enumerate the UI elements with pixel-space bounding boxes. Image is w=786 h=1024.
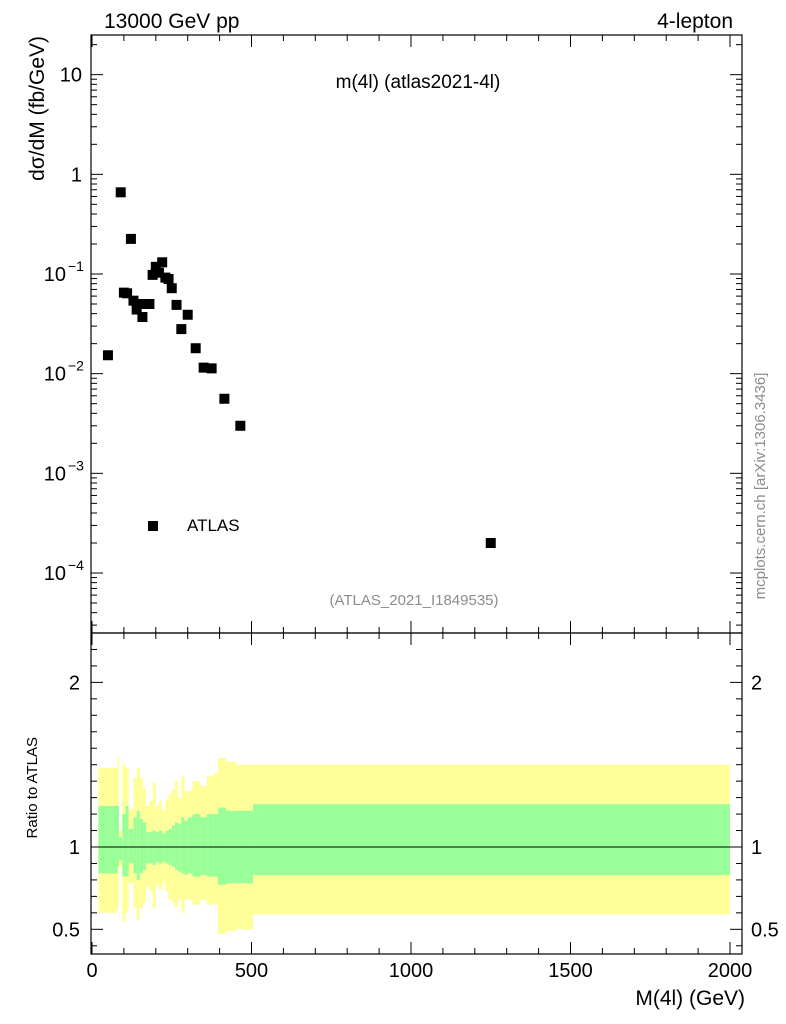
data-point-5 — [128, 295, 139, 306]
side-label: mcplots.cern.ch [arXiv:1306.3436] — [752, 373, 769, 600]
data-point-21 — [190, 343, 201, 354]
inner-band-24 — [192, 814, 201, 877]
data-point-19 — [176, 324, 187, 335]
axis-frames — [90, 34, 743, 955]
ytick-label-main: 10 — [44, 264, 66, 286]
xlabel: M(4l) (GeV) — [635, 987, 745, 1010]
inner-band-3 — [122, 814, 126, 877]
ytick-label-main: 10 — [44, 563, 66, 585]
inner-band-8 — [139, 819, 144, 874]
ytick-label-ratio-right: 0.5 — [751, 919, 779, 941]
data-point-20 — [182, 309, 193, 320]
data-point-10 — [144, 298, 155, 309]
data-point-18 — [171, 299, 182, 310]
header-left: 13000 GeV pp — [104, 10, 239, 33]
data-point-8 — [137, 312, 148, 323]
xtick-label-3: 1500 — [548, 960, 593, 982]
inner-band-22 — [184, 820, 188, 875]
inner-band-27 — [213, 814, 219, 877]
xtick-label-0: 0 — [86, 960, 97, 982]
xtick-label-2: 1000 — [389, 960, 434, 982]
axis-ticks — [91, 35, 742, 954]
xtick-label-4: 2000 — [708, 960, 753, 982]
inner-band-15 — [162, 833, 166, 862]
data-point-3 — [122, 288, 133, 299]
main-frame — [90, 34, 743, 634]
inner-band-5 — [128, 828, 134, 864]
inner-band-6 — [133, 817, 137, 874]
inner-band-18 — [171, 825, 175, 867]
data-point-22 — [198, 362, 209, 373]
inner-band-10 — [146, 832, 150, 864]
ytick-label-ratio-left: 0.5 — [52, 919, 80, 941]
data-point-4 — [125, 233, 136, 244]
inner-band-23 — [187, 817, 193, 874]
header-right: 4-lepton — [657, 10, 733, 33]
ytick-label-ratio-right: 2 — [751, 672, 762, 694]
ratio-ylabel: Ratio to ATLAS — [24, 737, 41, 838]
inner-band-26 — [206, 814, 214, 877]
data-point-24 — [219, 393, 230, 404]
data-point-14 — [157, 257, 168, 268]
main-title: m(4l) (atlas2021-4l) — [336, 72, 501, 93]
data-point-13 — [153, 267, 164, 278]
ytick-label-ratio-left: 1 — [69, 837, 80, 859]
ytick-label-main: 10 — [44, 364, 66, 386]
data-point-6 — [131, 304, 142, 315]
xtick-label-1: 500 — [235, 960, 268, 982]
data-point-25 — [235, 420, 246, 431]
ratio-frame — [90, 632, 743, 955]
ytick-exponent-main: −4 — [68, 557, 84, 573]
inner-band-1 — [117, 805, 120, 867]
ytick-exponent-main: −3 — [68, 457, 84, 473]
data-point-16 — [163, 274, 174, 285]
data-point-1 — [115, 187, 126, 198]
legend-label-atlas: ATLAS — [187, 516, 240, 535]
inner-band-21 — [181, 817, 185, 874]
data-point-11 — [147, 269, 158, 280]
ytick-label-ratio-right: 1 — [751, 837, 762, 859]
ratio-bands — [98, 756, 730, 935]
data-point-26 — [485, 537, 496, 548]
inner-band-28 — [218, 807, 226, 885]
ytick-label-main: 10 — [60, 65, 82, 87]
ytick-exponent-main: −1 — [68, 258, 84, 274]
ytick-exponent-main: −2 — [68, 358, 84, 374]
inner-band-4 — [125, 805, 129, 877]
inner-band-0 — [98, 805, 118, 874]
data-point-7 — [134, 298, 145, 309]
inner-band-2 — [119, 837, 123, 861]
data-point-12 — [150, 261, 161, 272]
ytick-label-main: 10 — [44, 463, 66, 485]
inner-band-9 — [143, 822, 147, 871]
inner-band-7 — [136, 810, 140, 880]
inner-band-19 — [174, 822, 179, 871]
ytick-label-ratio-left: 2 — [69, 672, 80, 694]
inner-band-31 — [253, 804, 730, 875]
data-markers — [102, 187, 496, 548]
inner-band-20 — [178, 823, 182, 872]
inner-band-12 — [152, 830, 156, 866]
main-ylabel: dσ/dM (fb/GeV) — [26, 36, 49, 181]
data-point-23 — [206, 363, 217, 374]
inner-band-11 — [149, 832, 153, 864]
data-point-17 — [166, 283, 177, 294]
main-footnote: (ATLAS_2021_I1849535) — [329, 592, 498, 609]
inner-band-25 — [200, 817, 207, 875]
legend-marker-atlas — [148, 521, 158, 531]
data-point-0 — [102, 350, 113, 361]
ytick-label-main: 1 — [71, 164, 82, 186]
